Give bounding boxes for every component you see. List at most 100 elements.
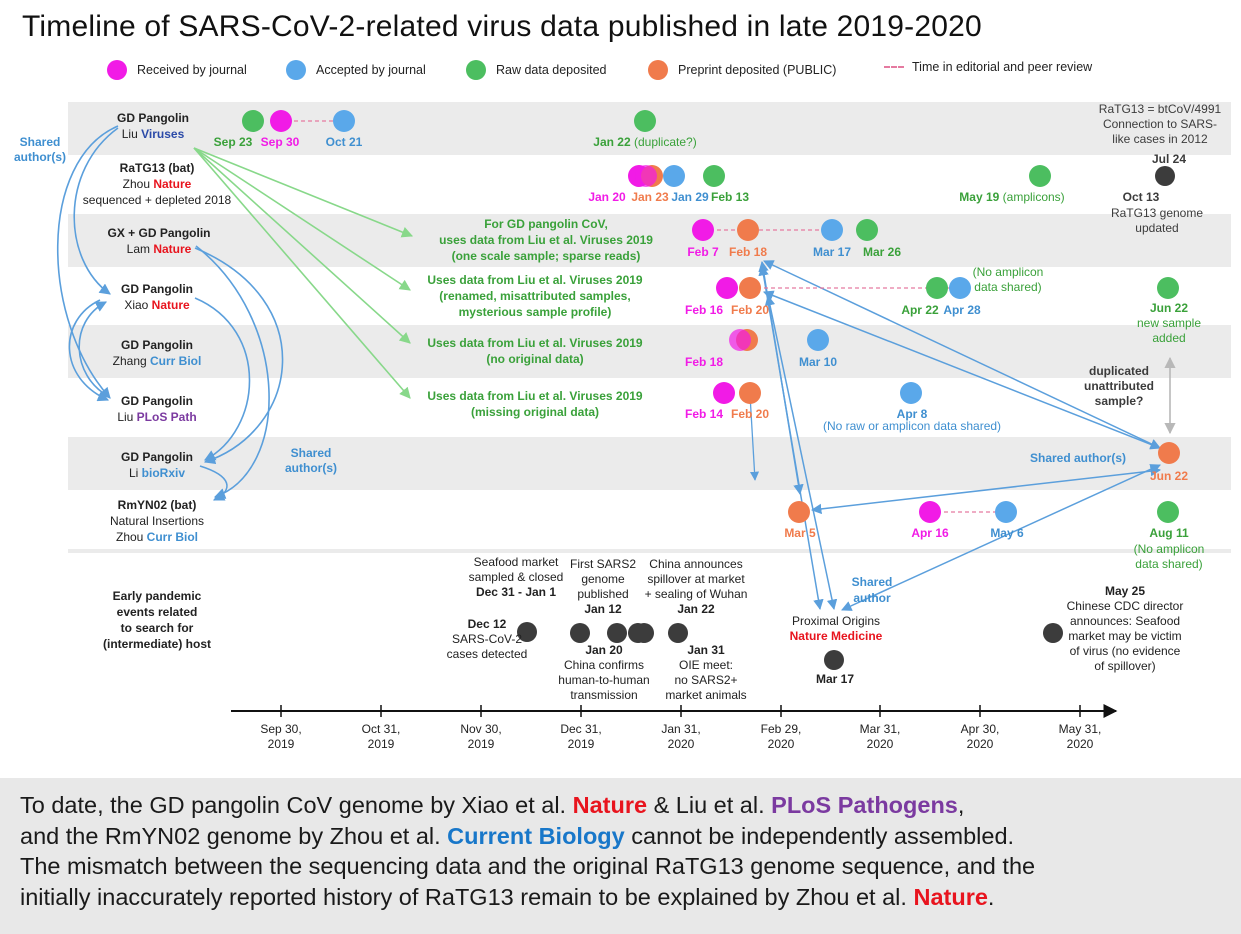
text-line: 2020 [1067,737,1094,751]
row-label-lam: GX + GD Pangolin Lam Nature [107,226,210,256]
text-line: Apr 30, [961,722,1000,736]
event-line: cases detected [447,647,528,661]
text-line: 2019 [468,737,495,751]
text-line: Shared author(s) [1030,451,1126,465]
link-lam-proximal [758,264,824,611]
text-line: Shared [852,575,893,589]
annotation-jul24: Jul 24 [1152,152,1186,166]
date-label-liu-jan22: Jan 22 (duplicate?) [593,135,696,149]
date-label-rat-oct13: Oct 13 [1123,190,1160,204]
shared-authors-left: Shared author(s) [14,135,66,164]
date-label-li-jun22: Jun 22 [1150,469,1188,483]
annotation-rm-noamp: (No amplicon data shared) [1134,542,1205,571]
x-tick-label: Sep 30, 2019 [260,722,301,751]
x-tick-label: Oct 31, 2019 [362,722,401,751]
link-xiao-to-li [194,297,251,461]
row-label-segment: Natural Insertions [110,514,204,528]
date-text: May 19 [959,190,999,204]
date-text: Feb 13 [711,190,749,204]
event-line: Mar 17 [816,672,854,686]
text-line: Shared [291,446,332,460]
date-label-rat-may19: May 19 (amplicons) [959,190,1064,204]
date-label-zhang-mar10: Mar 10 [799,355,837,369]
event-line: spillover at market [647,572,745,586]
text-line: 2020 [867,737,894,751]
row-label-segment: Nature [153,177,191,191]
date-label-rm-mar5: Mar 5 [784,526,816,540]
text-line: author(s) [14,150,66,164]
date-text: Feb 7 [687,245,719,259]
date-text: Jun 22 [1150,469,1188,483]
date-label-xiao-feb16: Feb 16 [685,303,723,317]
row-label-segment: GD Pangolin [117,111,189,125]
text-line: For GD pangolin CoV, [484,217,608,231]
date-label-rm-aug11: Aug 11 [1149,526,1189,540]
event-line: published [577,587,628,601]
date-note: (amplicons) [999,190,1064,204]
dot-rm-apr16 [919,501,941,523]
x-tick-label: Nov 30, 2019 [460,722,501,751]
date-text: Apr 16 [911,526,949,540]
legend-label: Preprint deposited (PUBLIC) [678,63,837,77]
event-line: OIE meet: [679,658,733,672]
text-line: Uses data from Liu et al. Viruses 2019 [427,336,643,350]
date-text: Mar 5 [784,526,816,540]
event-line: no SARS2+ [674,673,737,687]
event-jan12: First SARS2 genome published Jan 12 [570,557,636,616]
event-line: China announces [649,557,742,571]
date-label-lam-feb18: Feb 18 [729,245,767,259]
text-line: added [1152,331,1185,345]
link-plos-down [749,394,760,481]
footer-summary: To date, the GD pangolin CoV genome by X… [0,778,1241,934]
text-line: uses data from Liu et al. Viruses 2019 [439,233,653,247]
event-line: human-to-human [558,673,649,687]
row-label-segment: Li [129,466,142,480]
text-line: RaTG13 = btCoV/4991 [1099,102,1222,116]
dot-lam-feb18 [737,219,759,241]
event-line: Jan 20 [585,643,623,657]
text-line: sample? [1095,394,1144,408]
annotation-xiao-newsample: new sample added [1137,316,1201,345]
green-arrow-zhang [193,147,411,344]
row-label-segment: GD Pangolin [121,450,193,464]
date-text: Feb 18 [729,245,767,259]
date-label-xiao-feb20: Feb 20 [731,303,769,317]
event-line: genome [581,572,625,586]
date-text: Feb 20 [731,407,769,421]
legend-item-preprint: Preprint deposited (PUBLIC) [648,60,836,80]
legend-label: Received by journal [137,63,247,77]
row-label-segment: to search for [121,621,194,635]
text-line: May 31, [1059,722,1102,736]
footer-segment: PLoS Pathogens [771,792,958,818]
date-text: May 6 [990,526,1024,540]
dot-liu-jan22 [634,110,656,132]
green-arrow-lam [193,147,414,238]
link-lam-to-li [194,247,284,465]
link-lam-to-rmyn [195,245,270,499]
event-jan22: China announces spillover at market + seal… [645,557,748,616]
footer-segment: Current Biology [447,822,625,849]
legend-item-raw: Raw data deposited [466,60,607,80]
dot-ev-jan12 [607,623,627,643]
date-label-rat-jan23: Jan 23 [631,190,669,204]
row-band [68,325,1231,378]
dot-li-jun22 [1158,442,1180,464]
event-line: Jan 22 [677,602,715,616]
row-label-xiao: GD Pangolin Xiao Nature [121,282,193,312]
date-label-lam-mar26: Mar 26 [863,245,901,259]
footer-segment: Nature [913,883,988,910]
text-line: updated [1135,221,1178,235]
footer-segment: cannot be independently assembled. [624,822,1015,849]
row-label-segment: RaTG13 (bat) [120,161,195,175]
footer-segment: Nature [572,792,648,818]
x-tick-label: Apr 30, 2020 [961,722,1000,751]
row-label-segment: GX + GD Pangolin [107,226,210,240]
date-label-lam-feb7: Feb 7 [687,245,719,259]
annotation-dup: duplicated unattributed sample? [1084,364,1154,408]
text-line: 2019 [368,737,395,751]
dot-lam-mar17 [821,219,843,241]
dot-plos-apr8 [900,382,922,404]
footer-segment: , [957,792,965,818]
legend-swatch-raw [466,60,486,80]
